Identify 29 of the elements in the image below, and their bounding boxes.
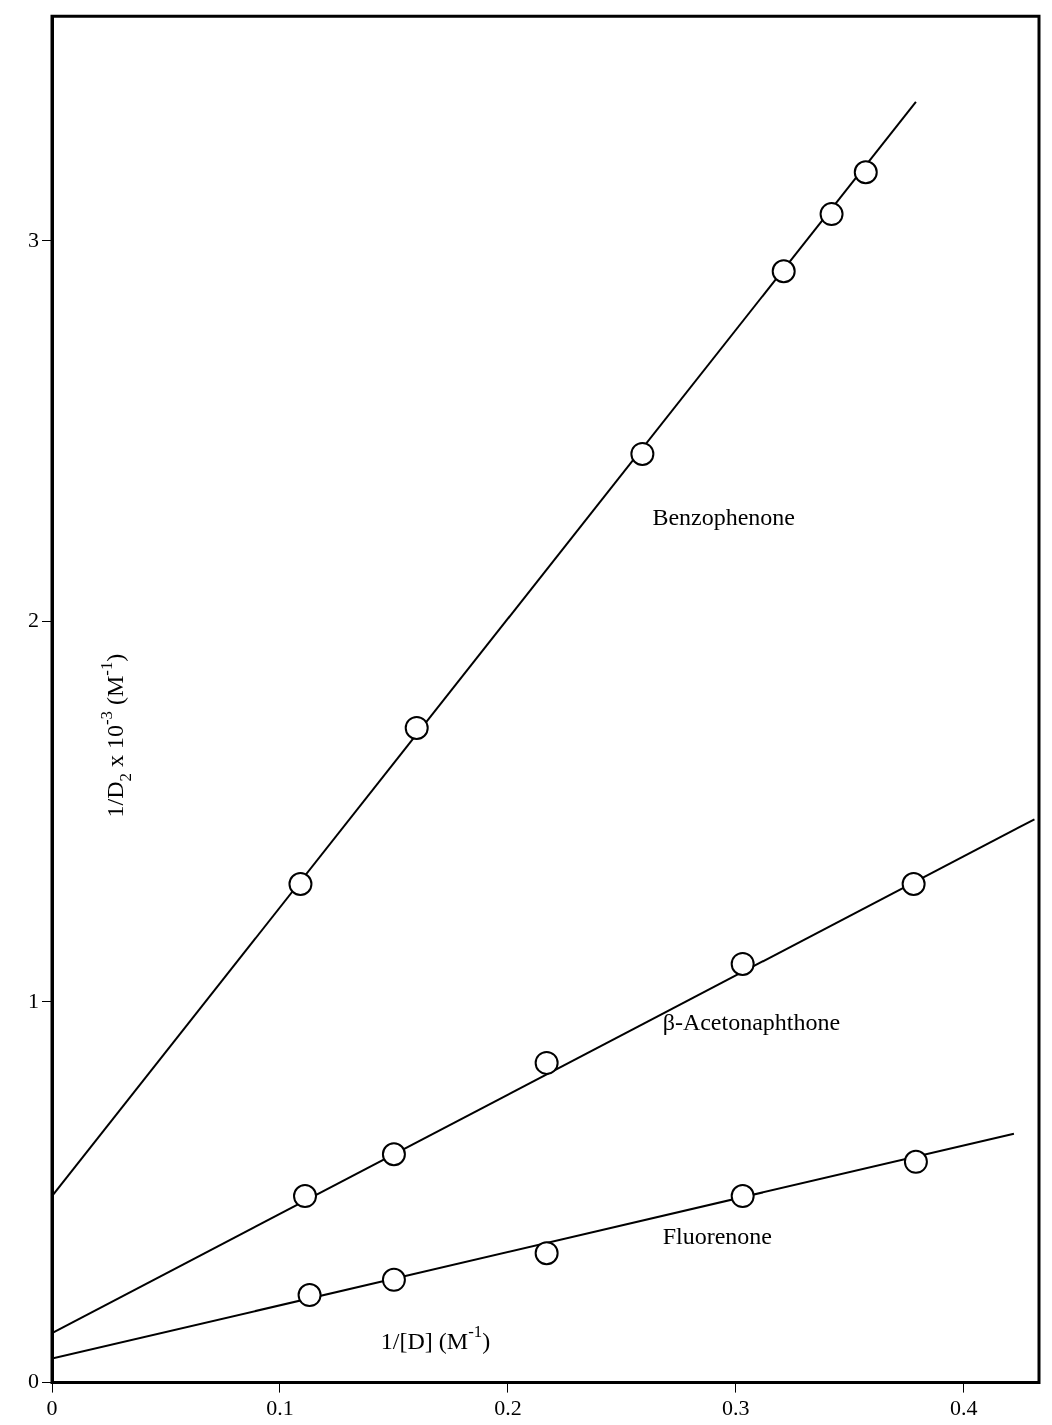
point — [293, 1184, 318, 1209]
y-tick-label: 2 — [28, 607, 39, 633]
point — [288, 872, 313, 896]
point — [853, 160, 878, 185]
y-tick-label: 0 — [28, 1368, 39, 1394]
point — [901, 872, 926, 896]
point — [404, 715, 429, 740]
point — [771, 259, 796, 284]
point — [297, 1283, 322, 1308]
x-tick-label: 0.4 — [950, 1394, 978, 1420]
y-axis-title: 1/D2 x 10-3 (M-1) — [96, 653, 135, 818]
y-tick-label: 3 — [28, 226, 39, 252]
text: β-Acetonaphthone — [662, 1009, 841, 1036]
point — [819, 202, 844, 227]
point — [903, 1149, 928, 1174]
point — [534, 1050, 559, 1075]
point — [534, 1241, 559, 1266]
x-tick-label: 0.3 — [722, 1394, 750, 1420]
series-label: Fluorenone — [662, 1223, 772, 1250]
x-tick-label: 0.1 — [266, 1394, 294, 1420]
y-tick-label: 1 — [28, 987, 39, 1013]
point — [630, 441, 655, 466]
x-tick-label: 0 — [46, 1394, 58, 1420]
point — [730, 951, 755, 976]
point — [730, 1184, 755, 1209]
series-label: Benzophenone — [652, 504, 795, 531]
x-tick-label: 0.2 — [494, 1394, 522, 1420]
point — [381, 1267, 406, 1292]
point — [381, 1142, 406, 1167]
